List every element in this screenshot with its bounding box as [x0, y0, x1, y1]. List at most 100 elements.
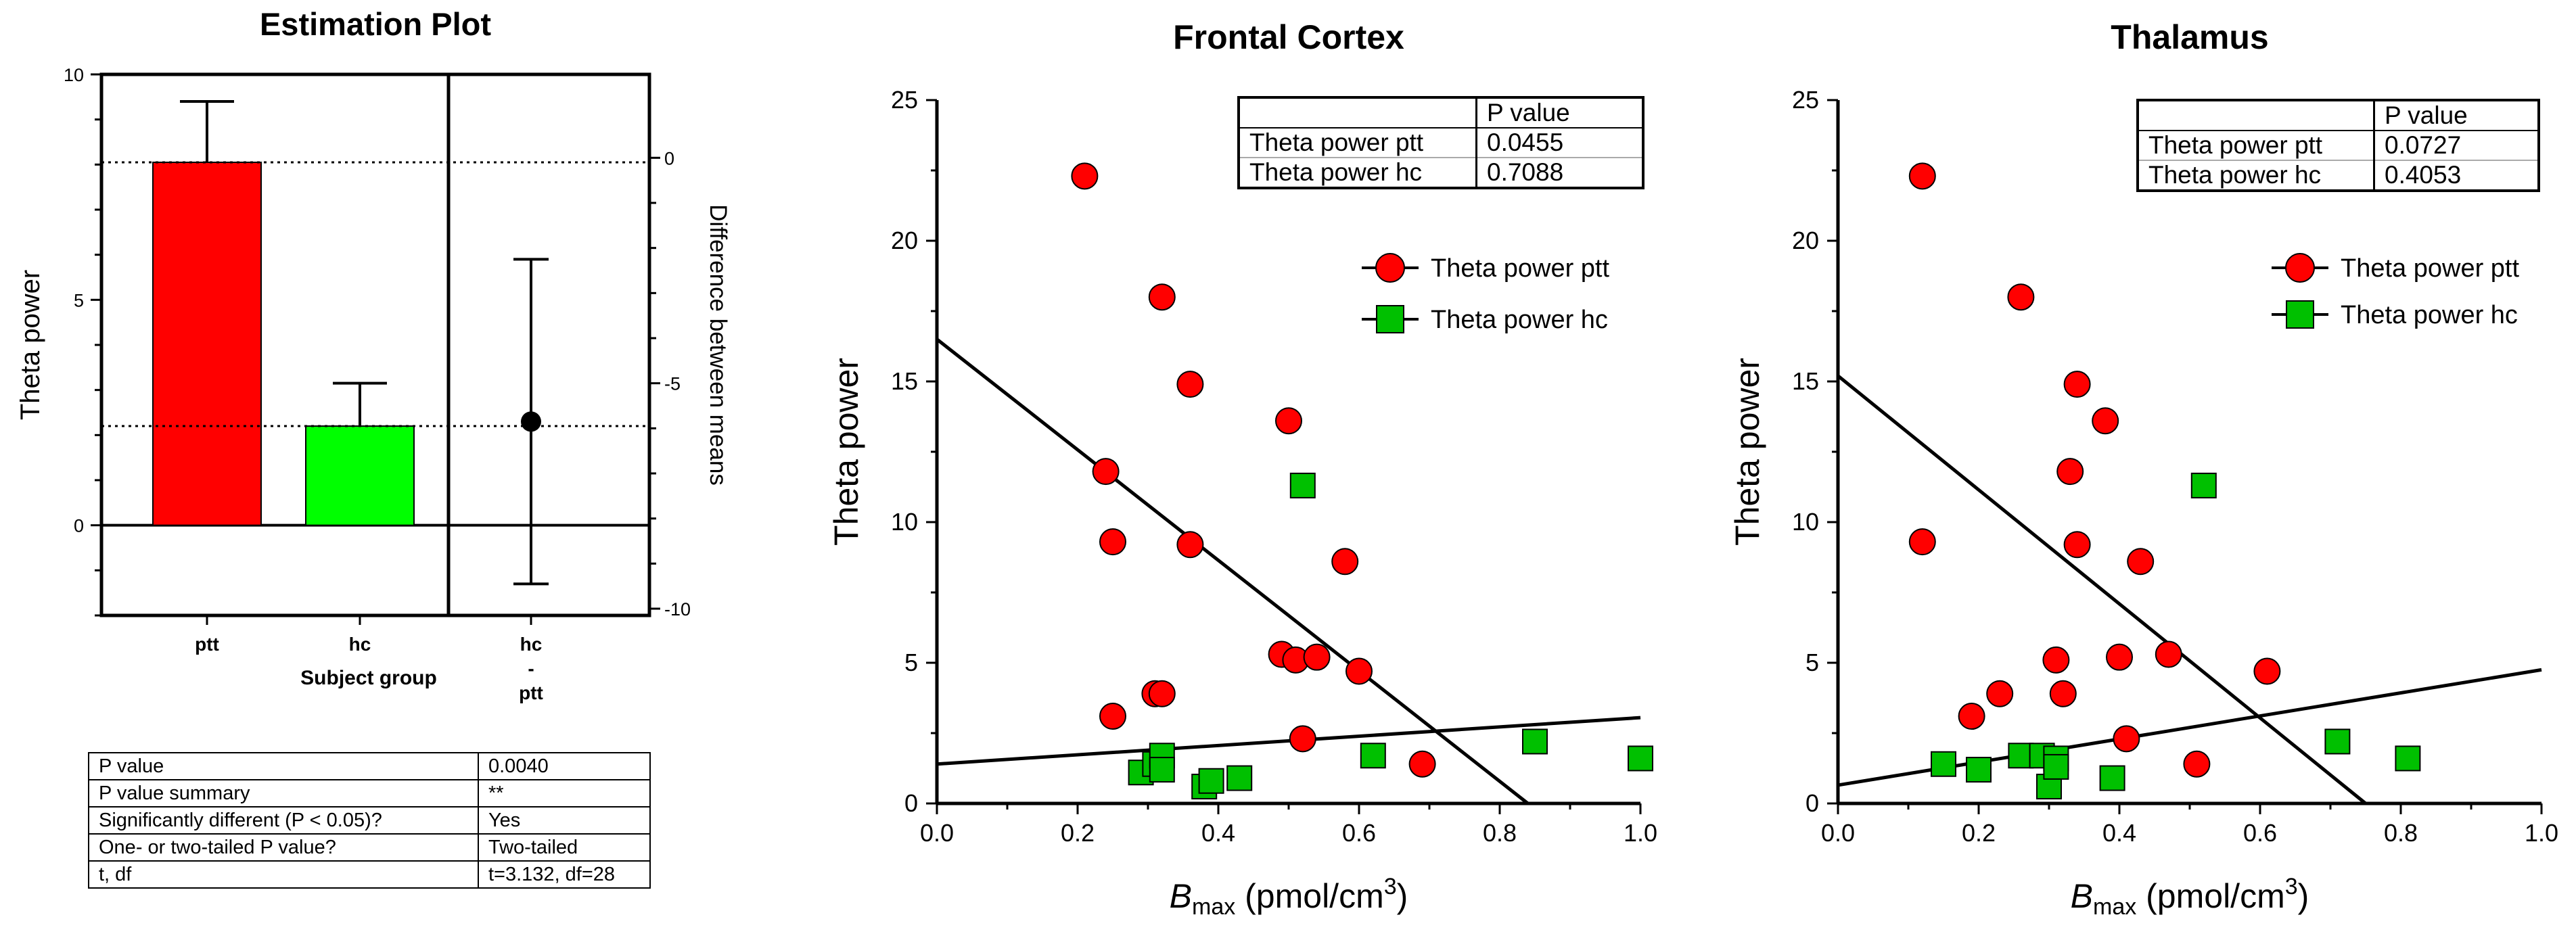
data-point-ptt	[1176, 371, 1204, 398]
stats-row: P value summary **	[88, 779, 651, 808]
data-point-ptt	[1408, 750, 1436, 778]
stats-value: Yes	[478, 806, 651, 835]
y-axis-label: Theta power	[16, 270, 45, 420]
stats-row: One- or two-tailed P value? Two-tailed	[88, 833, 651, 862]
right-y-axis-label: Difference between means	[705, 204, 731, 486]
y-tick-label: 5	[1806, 649, 1819, 676]
x-axis-label: Bmax (pmol/cm3)	[2071, 874, 2309, 920]
y-tick-label: 0	[1806, 789, 1819, 817]
stats-label: Significantly different (P < 0.05)?	[88, 806, 479, 835]
regression-line	[936, 337, 1530, 805]
pvalue-row-value: 0.0455	[1476, 128, 1643, 158]
data-point-ptt	[1289, 725, 1316, 753]
y-tick-label: 5	[74, 290, 84, 310]
x-axis-label-part: B	[2071, 877, 2093, 915]
x-tick-label: 0.0	[920, 819, 954, 847]
pvalue-row-label: Theta power ptt	[1239, 128, 1477, 158]
y-tick-label: 10	[891, 508, 918, 536]
y-tick-label: 0	[74, 516, 84, 536]
data-point-ptt	[1958, 703, 1985, 730]
stats-label: P value summary	[88, 779, 479, 808]
bar	[305, 425, 415, 526]
y-axis-label: Theta power	[827, 358, 865, 546]
data-point-ptt	[2063, 531, 2091, 559]
data-point-ptt	[2049, 680, 2077, 707]
data-point-ptt	[2063, 371, 2091, 398]
data-point-ptt	[1346, 657, 1373, 685]
data-point-hc	[1226, 765, 1253, 791]
stats-value: **	[478, 779, 651, 808]
stats-row: t, df t=3.132, df=28	[88, 860, 651, 889]
x-tick-label: 1.0	[1624, 819, 1657, 847]
data-point-ptt	[1986, 680, 2014, 707]
stats-label: t, df	[88, 860, 479, 889]
data-point-hc	[2395, 745, 2421, 772]
x-axis-label-part: (pmol/cm	[1235, 877, 1383, 915]
data-point-ptt	[1099, 703, 1126, 730]
legend-label: Theta power ptt	[1431, 254, 1609, 283]
stats-value: 0.0040	[478, 752, 651, 780]
y-tick-label: 20	[1792, 227, 1819, 254]
pvalue-row-label: Theta power ptt	[2138, 131, 2375, 161]
thalamus-title: Thalamus	[2111, 18, 2268, 56]
x-tick-label: hc	[349, 634, 371, 655]
data-point-ptt	[1331, 548, 1359, 576]
y-tick-label: 15	[1792, 367, 1819, 395]
data-point-ptt	[1176, 531, 1204, 559]
x-axis-label: Bmax (pmol/cm3)	[1170, 874, 1408, 920]
data-point-hc	[1522, 728, 1548, 755]
data-point-hc	[1628, 745, 1653, 772]
regression-line	[936, 716, 1641, 766]
x-axis-label-part: 3	[2285, 874, 2298, 899]
data-point-hc	[1198, 768, 1224, 794]
regression-line	[1837, 374, 2367, 805]
data-point-ptt	[1908, 528, 1936, 556]
stats-label: One- or two-tailed P value?	[88, 833, 479, 862]
x-axis-label-part: 3	[1384, 874, 1397, 899]
stats-value: Two-tailed	[478, 833, 651, 862]
pvalue-row: Theta power ptt 0.0455	[1239, 128, 1643, 158]
data-point-ptt	[2092, 407, 2119, 435]
data-point-hc	[1966, 757, 1992, 783]
legend-label: Theta power hc	[2341, 301, 2518, 329]
stats-value: t=3.132, df=28	[478, 860, 651, 889]
x-tick-label: 0.8	[1483, 819, 1517, 847]
difference-label: ptt	[519, 682, 543, 703]
x-tick-label: 0.4	[2102, 819, 2136, 847]
legend-marker-ptt	[1375, 253, 1405, 283]
legend-label: Theta power hc	[1431, 306, 1608, 334]
data-point-ptt	[1148, 283, 1176, 311]
y-tick-label: 10	[64, 65, 84, 85]
estimation-plot-title: Estimation Plot	[260, 6, 491, 42]
legend-marker-hc	[2286, 300, 2314, 329]
legend-marker-hc	[1376, 305, 1404, 333]
data-point-ptt	[1908, 162, 1936, 190]
data-point-hc	[1149, 757, 1175, 783]
difference-mean-point	[521, 411, 541, 432]
difference-label: hc	[520, 634, 543, 655]
data-point-ptt	[1071, 162, 1099, 190]
x-tick-label: 0.8	[2384, 819, 2418, 847]
y-tick-label: 10	[1792, 508, 1819, 536]
y-tick-label: 15	[891, 367, 918, 395]
x-tick-label: 0.2	[1061, 819, 1095, 847]
pvalue-row: Theta power hc 0.7088	[1239, 158, 1643, 188]
data-point-hc	[2190, 472, 2217, 498]
right-y-tick-label: -10	[664, 599, 691, 619]
x-axis-label-part: B	[1170, 877, 1192, 915]
pvalue-row: Theta power hc 0.4053	[2138, 160, 2539, 191]
pvalue-row-label: Theta power hc	[2138, 160, 2375, 191]
y-tick-label: 20	[891, 227, 918, 254]
x-tick-label: ptt	[195, 634, 219, 655]
x-axis-label-part: (pmol/cm	[2136, 877, 2284, 915]
pvalue-header: P value	[2374, 100, 2539, 131]
x-tick-label: 0.2	[1962, 819, 1996, 847]
pvalue-row-value: 0.4053	[2385, 161, 2462, 189]
data-point-ptt	[1092, 458, 1120, 486]
pvalue-row-value: 0.7088	[1487, 158, 1564, 186]
x-axis-label-part: max	[2093, 894, 2136, 920]
frontal-title: Frontal Cortex	[1173, 18, 1404, 56]
pvalue-header-blank	[2138, 100, 2375, 131]
x-tick-label: 0.6	[2243, 819, 2277, 847]
